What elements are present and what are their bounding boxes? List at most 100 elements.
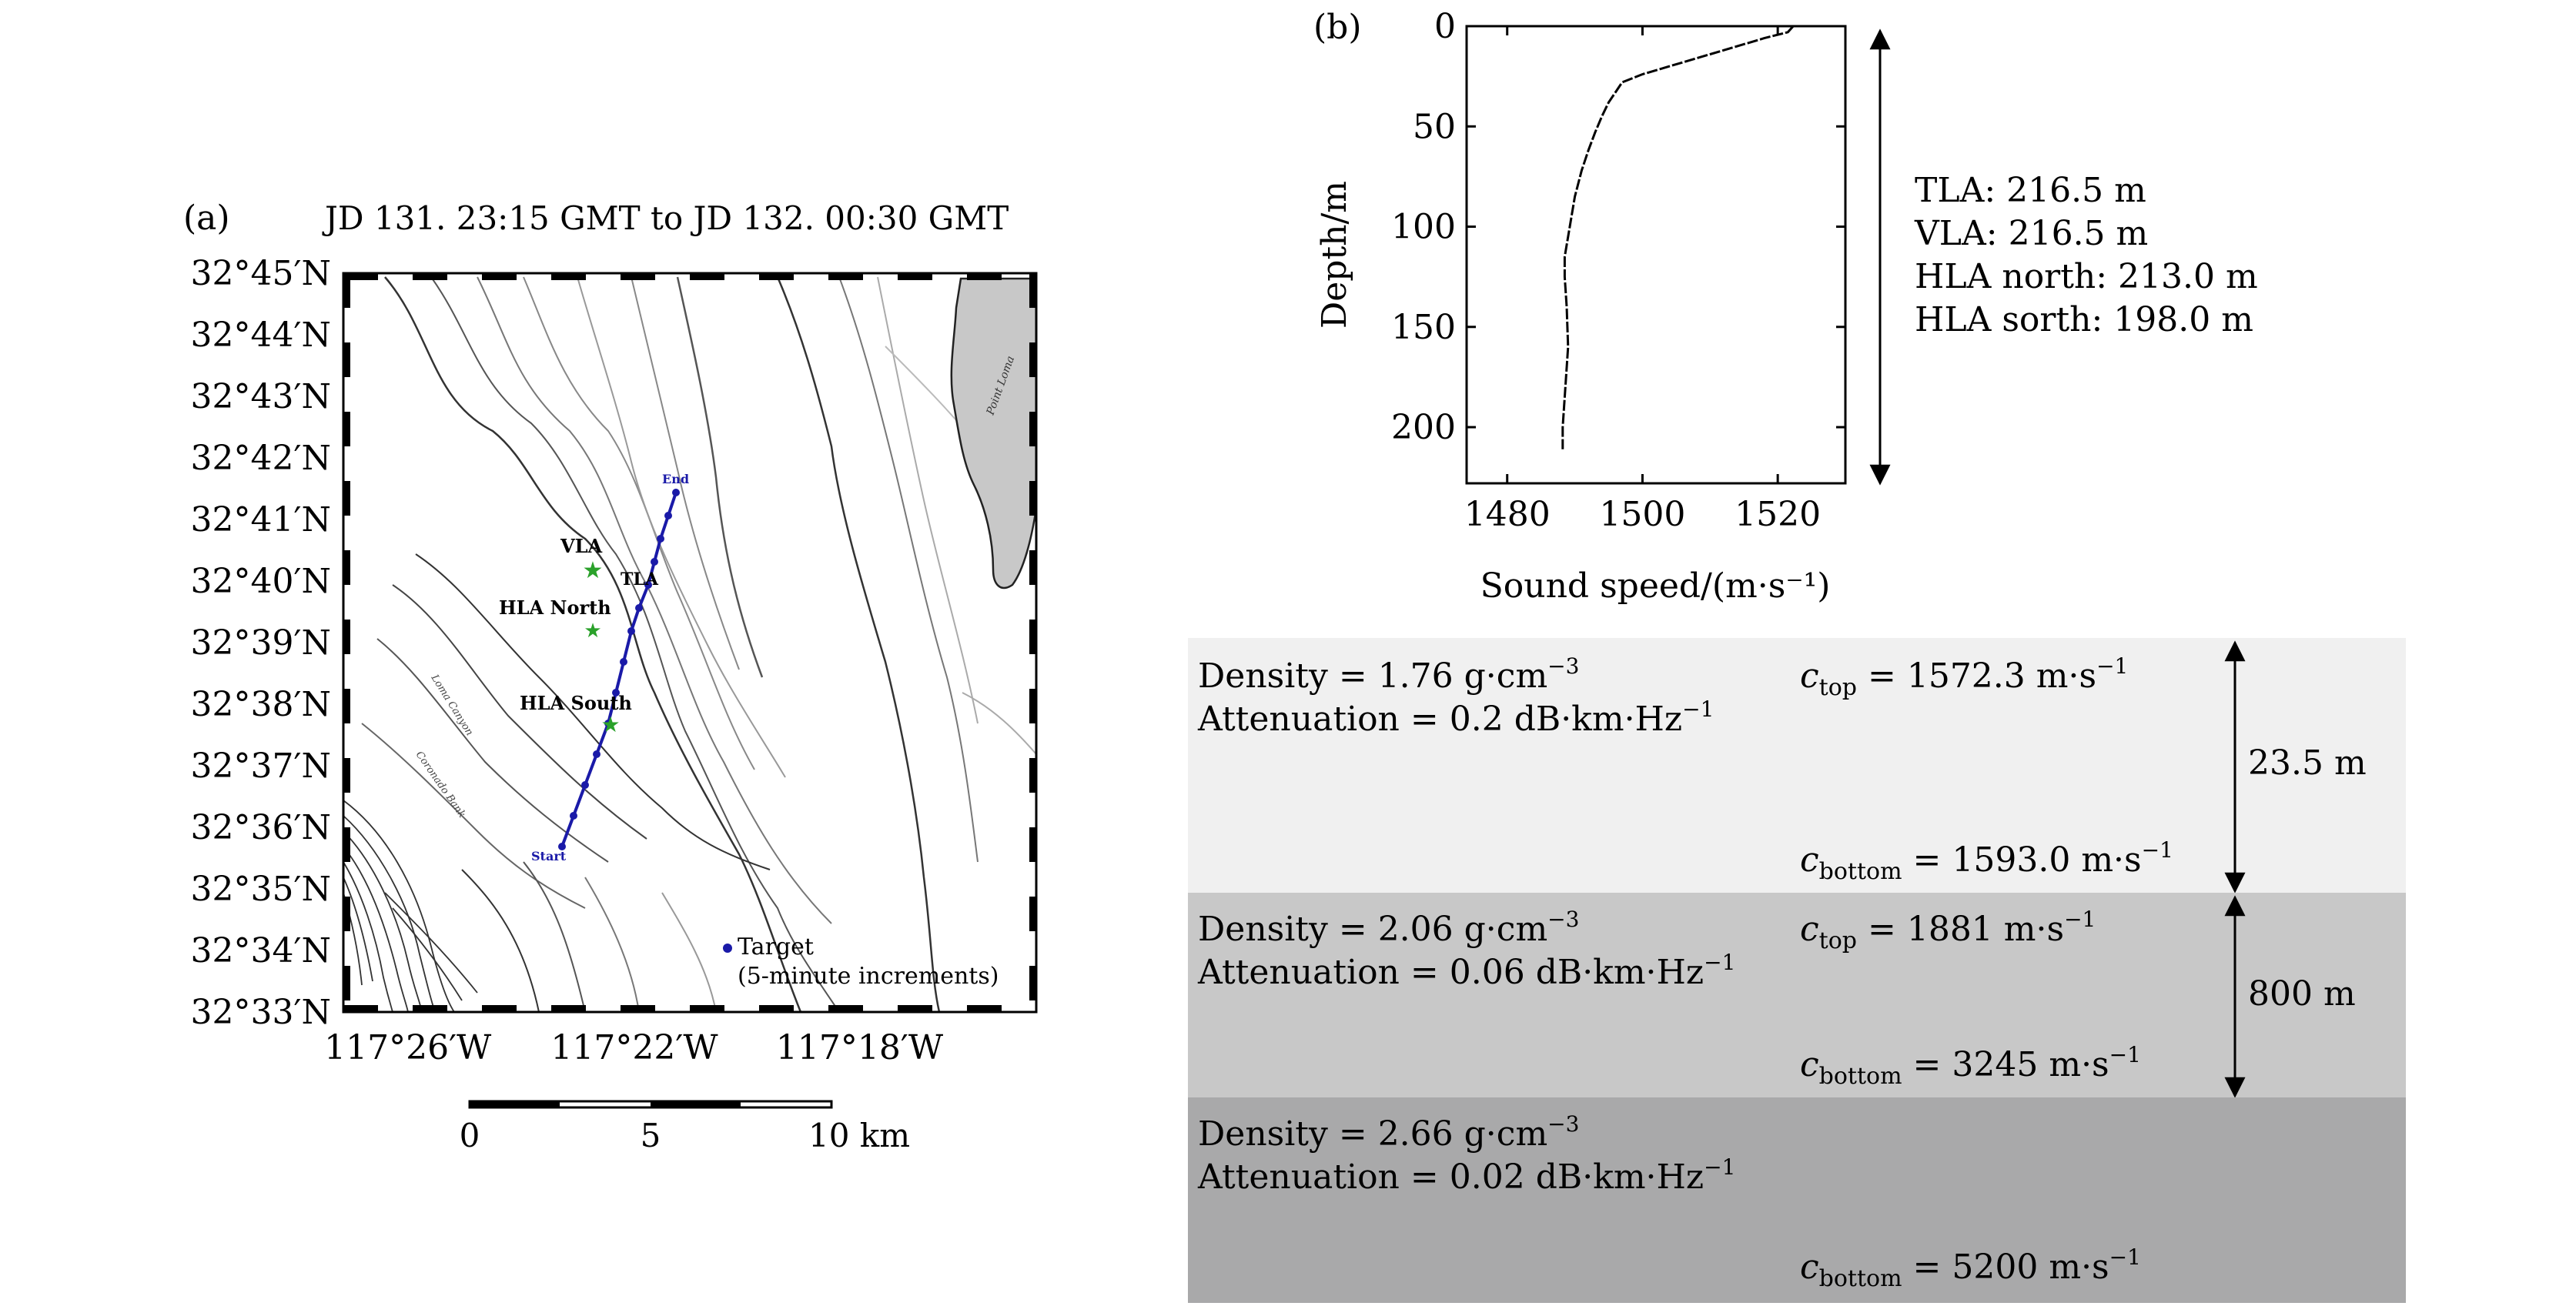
label-hla-north: HLA North — [499, 596, 611, 619]
map: Point Loma Loma Canyon Coronado Bank End… — [342, 272, 1038, 1014]
sound-speed-profile-line — [1561, 25, 1795, 449]
array-depths: TLA: 216.5 m VLA: 216.5 m HLA north: 213… — [1914, 171, 2258, 339]
scale-tick-10: 10 km — [808, 1117, 910, 1154]
label-start: Start — [531, 849, 567, 863]
y-axis-ticks: 0 50 100 150 200 — [1391, 7, 1845, 447]
target-marker-icon — [723, 944, 732, 953]
layer-3-band — [1188, 1097, 2406, 1303]
layer-2-c-bottom: cbottom = 3245 m·s−1 — [1800, 1042, 2141, 1090]
label-hla-south: HLA South — [520, 692, 632, 714]
scale-bar: 0 5 10 km — [460, 1100, 910, 1154]
layer-1-attenuation: Attenuation = 0.2 dB·km·Hz−1 — [1197, 696, 1714, 739]
latitude-label: 32°43′N — [191, 377, 331, 416]
track-point — [651, 558, 658, 566]
longitude-labels: 117°26′W 117°22′W 117°18′W — [324, 1028, 944, 1067]
legend-increments: (5-minute increments) — [738, 963, 999, 990]
depth-vla: VLA: 216.5 m — [1914, 214, 2148, 253]
latitude-label: 32°40′N — [191, 562, 331, 601]
sediment-layer-3: Density = 2.66 g·cm−3 Attenuation = 0.02… — [1188, 1097, 2406, 1303]
layer-3-attenuation: Attenuation = 0.02 dB·km·Hz−1 — [1197, 1154, 1735, 1197]
map-background — [343, 273, 1036, 1012]
label-end: End — [662, 472, 689, 486]
sediment-layer-1: Density = 1.76 g·cm−3 Attenuation = 0.2 … — [1188, 638, 2406, 893]
latitude-label: 32°42′N — [191, 439, 331, 478]
latitude-label: 32°36′N — [191, 808, 331, 847]
x-axis-ticks: 1480 1500 1520 — [1464, 26, 1821, 534]
layer-3-density: Density = 2.66 g·cm−3 — [1198, 1111, 1579, 1154]
track-point — [612, 689, 620, 696]
label-vla: VLA — [560, 535, 602, 557]
y-tick-label: 200 — [1391, 408, 1456, 447]
layer-2-density: Density = 2.06 g·cm−3 — [1198, 907, 1579, 949]
panel-a-label: (a) — [183, 199, 230, 238]
latitude-label: 32°35′N — [191, 870, 331, 909]
latitude-label: 32°39′N — [191, 623, 331, 663]
longitude-label: 117°26′W — [324, 1028, 492, 1067]
depth-tla: TLA: 216.5 m — [1915, 171, 2146, 210]
track-point — [657, 535, 664, 543]
layer-2-attenuation: Attenuation = 0.06 dB·km·Hz−1 — [1197, 950, 1735, 992]
longitude-label: 117°22′W — [550, 1028, 718, 1067]
legend-target: Target — [738, 934, 814, 960]
track-point — [581, 781, 589, 789]
x-tick-label: 1500 — [1599, 495, 1685, 534]
latitude-label: 32°41′N — [191, 500, 331, 539]
label-tla: TLA — [621, 569, 659, 590]
track-point — [604, 720, 612, 727]
x-axis-label: Sound speed/(m·s⁻¹) — [1480, 566, 1831, 606]
layer-1-c-bottom: cbottom = 1593.0 m·s−1 — [1800, 837, 2173, 885]
latitude-label: 32°44′N — [191, 316, 331, 355]
scale-tick-5: 5 — [641, 1117, 661, 1154]
latitude-label: 32°34′N — [191, 931, 331, 970]
y-tick-label: 150 — [1391, 308, 1456, 347]
map-frame-ticks — [343, 273, 1036, 1012]
latitude-label: 32°38′N — [191, 685, 331, 724]
panel-b-label: (b) — [1313, 8, 1362, 47]
track-point — [664, 512, 672, 519]
latitude-label: 32°37′N — [191, 747, 331, 786]
target-legend: Target (5-minute increments) — [723, 934, 999, 990]
layer-1-thickness: 23.5 m — [2248, 743, 2367, 783]
track-point — [672, 489, 680, 496]
x-tick-label: 1480 — [1464, 495, 1551, 534]
panel-a: (a) JD 131. 23:15 GMT to JD 132. 00:30 G… — [183, 199, 1038, 1154]
track-point — [570, 812, 577, 820]
land-point-loma — [950, 277, 1038, 590]
layer-2-thickness: 800 m — [2248, 974, 2356, 1014]
vla-star-icon: ★ — [583, 557, 604, 584]
panel-b: (b) 0 50 100 150 200 1480 1500 1520 Depth/m So… — [1188, 7, 2406, 1303]
y-tick-label: 0 — [1434, 7, 1456, 46]
layer-3-c-bottom: cbottom = 5200 m·s−1 — [1800, 1244, 2141, 1292]
sediment-layer-2: Density = 2.06 g·cm−3 Attenuation = 0.06… — [1188, 893, 2406, 1098]
depth-hla-north: HLA north: 213.0 m — [1915, 257, 2258, 296]
array-markers: ★ ★ ★ — [583, 557, 621, 737]
y-axis-label: Depth/m — [1315, 181, 1354, 329]
track-point — [593, 750, 601, 758]
layer-1-density: Density = 1.76 g·cm−3 — [1198, 653, 1579, 696]
y-tick-label: 100 — [1391, 208, 1456, 247]
scale-tick-0: 0 — [460, 1117, 480, 1154]
track-points — [558, 489, 680, 850]
x-tick-label: 1520 — [1735, 495, 1821, 534]
latitude-labels: 32°45′N 32°44′N 32°43′N 32°42′N 32°41′N 32°40… — [191, 254, 331, 1032]
plot-frame — [1465, 25, 1847, 485]
hla-south-star-icon: ★ — [601, 712, 620, 737]
track-point — [620, 658, 627, 666]
seabed-layers: Density = 1.76 g·cm−3 Attenuation = 0.2 … — [1188, 638, 2406, 1303]
track-point — [635, 604, 643, 612]
layer-2-band — [1188, 893, 2406, 1097]
latitude-label: 32°33′N — [191, 993, 331, 1032]
track-point — [627, 627, 635, 635]
track-point — [558, 843, 566, 850]
ship-track: End Start — [531, 472, 689, 863]
longitude-label: 117°18′W — [776, 1028, 944, 1067]
sound-speed-chart: 0 50 100 150 200 1480 1500 1520 Depth/m Sound … — [1315, 7, 1847, 606]
layer-1-band — [1188, 638, 2406, 893]
bathymetry-contours — [361, 276, 1037, 1013]
track-line — [560, 492, 677, 847]
track-point — [644, 581, 652, 589]
panel-a-title: JD 131. 23:15 GMT to JD 132. 00:30 GMT — [322, 199, 1009, 237]
latitude-label: 32°45′N — [191, 254, 331, 293]
hla-north-star-icon: ★ — [584, 620, 601, 643]
